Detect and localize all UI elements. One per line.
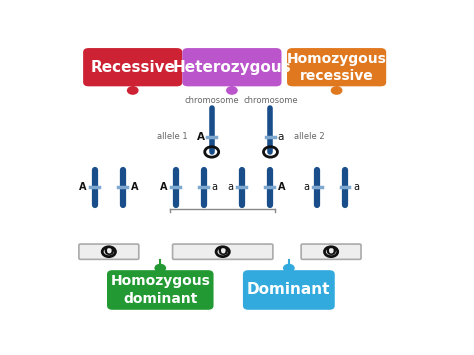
Text: O: O: [103, 245, 114, 258]
FancyBboxPatch shape: [182, 48, 282, 86]
Text: A: A: [79, 182, 87, 192]
Text: O: O: [326, 245, 337, 258]
FancyBboxPatch shape: [79, 244, 139, 260]
Text: chromosome: chromosome: [243, 97, 298, 105]
Text: a: a: [228, 182, 234, 192]
Text: a: a: [212, 182, 218, 192]
FancyBboxPatch shape: [243, 270, 335, 310]
Text: allele 2: allele 2: [294, 132, 325, 141]
Text: Recessive: Recessive: [90, 60, 175, 75]
FancyBboxPatch shape: [107, 270, 213, 310]
Circle shape: [226, 86, 238, 95]
Text: Homozygous
dominant: Homozygous dominant: [110, 274, 210, 306]
FancyBboxPatch shape: [83, 48, 182, 86]
FancyBboxPatch shape: [287, 48, 386, 86]
Text: Homozygous
recessive: Homozygous recessive: [287, 51, 386, 83]
Text: A: A: [131, 182, 138, 192]
Text: a: a: [303, 182, 309, 192]
Circle shape: [155, 264, 166, 273]
Text: Heterozygous: Heterozygous: [173, 60, 291, 75]
Text: Dominant: Dominant: [247, 283, 330, 297]
FancyBboxPatch shape: [301, 244, 361, 260]
Text: chromosome: chromosome: [184, 97, 239, 105]
Circle shape: [331, 86, 343, 95]
Text: a: a: [277, 132, 283, 142]
Text: O: O: [218, 245, 228, 258]
FancyBboxPatch shape: [173, 244, 273, 260]
Text: A: A: [278, 182, 285, 192]
Text: A: A: [197, 132, 205, 142]
Circle shape: [127, 86, 138, 95]
Circle shape: [283, 264, 295, 273]
Text: allele 1: allele 1: [157, 132, 188, 141]
Text: A: A: [160, 182, 168, 192]
Text: a: a: [353, 182, 359, 192]
